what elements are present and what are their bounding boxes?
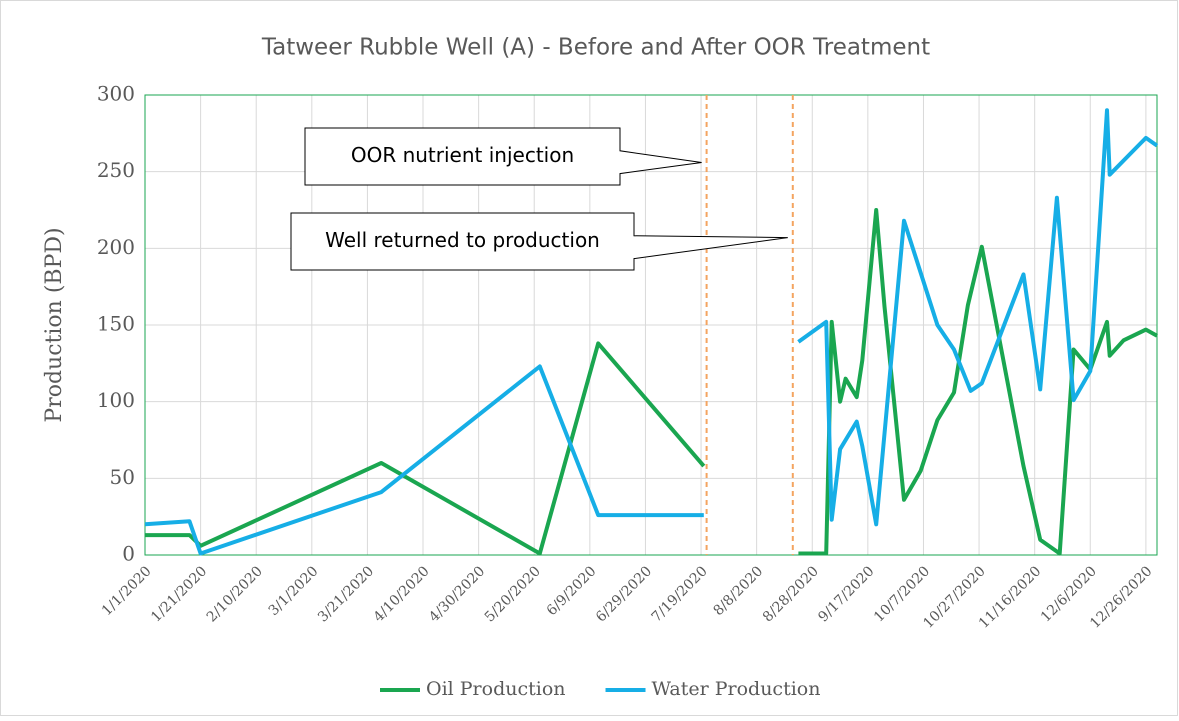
y-tick-label: 200 (97, 235, 135, 259)
y-tick-label: 300 (97, 82, 135, 106)
callout (290, 212, 788, 271)
y-tick-label: 150 (97, 312, 135, 336)
y-tick-label: 0 (122, 542, 135, 566)
y-axis-label: Production (BPD) (42, 227, 67, 422)
plot-border (144, 94, 1158, 556)
series-line (145, 208, 1158, 556)
y-tick-label: 50 (110, 465, 135, 489)
legend-label: Water Production (652, 678, 821, 700)
annotation-text: Well returned to production (325, 228, 600, 252)
annotation-text: OOR nutrient injection (351, 143, 574, 167)
legend-label: Oil Production (426, 678, 566, 700)
y-tick-label: 250 (97, 158, 135, 182)
series-line (144, 108, 1159, 556)
y-tick-label: 100 (97, 388, 135, 412)
callout (304, 127, 702, 186)
chart-title: Tatweer Rubble Well (A) - Before and Aft… (261, 35, 930, 61)
